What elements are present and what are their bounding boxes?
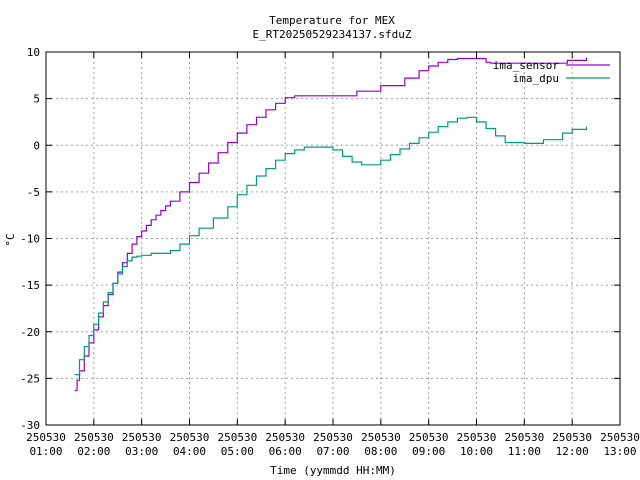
x-tick-time-label: 08:00 [364,445,397,458]
x-tick-time-label: 07:00 [316,445,349,458]
x-tick-time-label: 01:00 [29,445,62,458]
x-tick-time-label: 03:00 [125,445,158,458]
x-tick-date-label: 250530 [409,431,449,444]
x-tick-time-label: 04:00 [173,445,206,458]
x-axis-label: Time (yymmdd HH:MM) [270,464,396,477]
x-tick-date-label: 250530 [313,431,353,444]
series-line-ima-dpu [74,116,588,376]
y-tick-label: -15 [20,279,40,292]
y-axis-label: °C [4,233,17,246]
x-tick-date-label: 250530 [600,431,640,444]
x-tick-date-label: 250530 [217,431,257,444]
chart-subtitle: E_RT20250529234137.sfduZ [253,28,412,41]
y-tick-label: -10 [20,233,40,246]
x-tick-date-label: 250530 [122,431,162,444]
x-tick-date-label: 250530 [504,431,544,444]
y-tick-label: -5 [27,186,40,199]
x-tick-time-label: 05:00 [221,445,254,458]
y-tick-label: -30 [20,419,40,432]
x-tick-date-label: 250530 [26,431,66,444]
y-tick-label: 10 [27,46,40,59]
x-tick-time-label: 13:00 [603,445,636,458]
x-tick-time-label: 06:00 [269,445,302,458]
y-tick-label: -25 [20,372,40,385]
legend-label-ima-dpu: ima_dpu [513,72,559,85]
series-line-ima-sensor [74,57,588,392]
x-tick-time-label: 09:00 [412,445,445,458]
plot-series [74,57,588,392]
x-tick-time-label: 12:00 [556,445,589,458]
x-tick-date-label: 250530 [170,431,210,444]
x-tick-date-label: 250530 [265,431,305,444]
grid-lines [46,52,620,425]
x-tick-date-label: 250530 [552,431,592,444]
x-tick-date-label: 250530 [74,431,114,444]
y-tick-label: 0 [33,139,40,152]
chart-title: Temperature for MEX [269,14,395,27]
x-tick-date-label: 250530 [457,431,497,444]
x-tick-time-label: 02:00 [77,445,110,458]
y-tick-label: 5 [33,93,40,106]
x-tick-date-label: 250530 [361,431,401,444]
legend-label-ima-sensor: ima_sensor [493,59,560,72]
axis-ticks: -30-25-20-15-10-5051025053001:0025053002… [20,46,640,458]
x-tick-time-label: 10:00 [460,445,493,458]
x-tick-time-label: 11:00 [508,445,541,458]
y-tick-label: -20 [20,326,40,339]
